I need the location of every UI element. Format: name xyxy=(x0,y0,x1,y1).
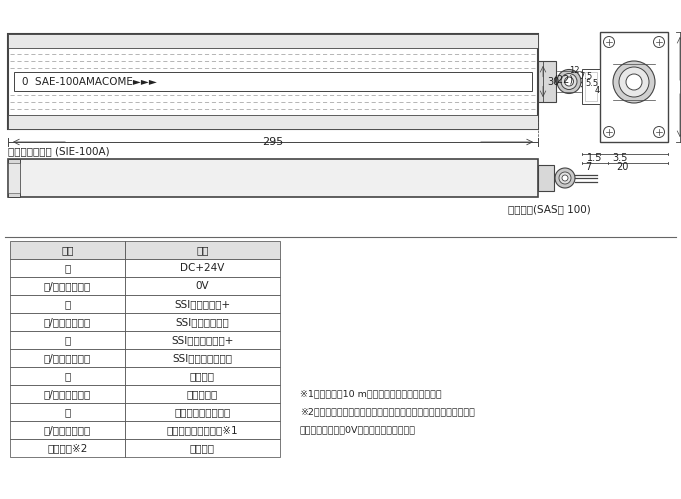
Text: SSIデータ出力+: SSIデータ出力+ xyxy=(174,299,231,309)
Bar xyxy=(125,421,280,439)
Text: 内容: 内容 xyxy=(196,245,209,255)
Circle shape xyxy=(626,74,642,90)
Circle shape xyxy=(603,36,614,47)
Text: 4: 4 xyxy=(595,85,600,94)
Circle shape xyxy=(557,69,581,93)
Text: 黒/白ストライプ: 黒/白ストライプ xyxy=(44,281,91,291)
Bar xyxy=(10,367,125,385)
Text: 緑: 緑 xyxy=(65,335,71,345)
Bar xyxy=(8,159,538,197)
Text: 茶: 茶 xyxy=(65,407,71,417)
Bar xyxy=(538,165,554,191)
Text: 1.5: 1.5 xyxy=(587,153,603,163)
Text: 0V: 0V xyxy=(195,281,209,291)
Text: SSIデータ出カー: SSIデータ出カー xyxy=(176,317,229,327)
Text: コード読取警告出力: コード読取警告出力 xyxy=(174,407,231,417)
Text: 茶/白ストライプ: 茶/白ストライプ xyxy=(44,425,91,435)
Text: スケール(SAS－ 100): スケール(SAS－ 100) xyxy=(508,204,590,214)
Bar xyxy=(8,34,538,48)
Text: 3.5: 3.5 xyxy=(612,153,628,163)
Text: シールド: シールド xyxy=(190,443,215,453)
Text: 赤/白ストライプ: 赤/白ストライプ xyxy=(44,317,91,327)
Bar xyxy=(8,163,20,193)
Text: 制御機器側で0Vに接続してください。: 制御機器側で0Vに接続してください。 xyxy=(300,426,416,435)
Bar xyxy=(125,331,280,349)
Bar xyxy=(14,72,532,91)
Bar xyxy=(8,34,538,129)
Bar xyxy=(125,385,280,403)
Circle shape xyxy=(14,78,22,85)
Bar xyxy=(8,115,538,129)
Text: ※2：シールド線は内部回路及びケースには接続されていません。: ※2：シールド線は内部回路及びケースには接続されていません。 xyxy=(300,408,475,417)
Bar xyxy=(10,421,125,439)
Text: 警告出力: 警告出力 xyxy=(190,371,215,381)
Bar xyxy=(10,349,125,367)
Text: 緑/白ストライプ: 緑/白ストライプ xyxy=(44,353,91,363)
Bar xyxy=(10,331,125,349)
Text: 黄/白ストライプ: 黄/白ストライプ xyxy=(44,389,91,399)
Text: シールド※2: シールド※2 xyxy=(47,443,88,453)
Text: スケールヘッド (SIE-100A): スケールヘッド (SIE-100A) xyxy=(8,146,110,156)
Circle shape xyxy=(654,127,665,138)
Bar xyxy=(125,313,280,331)
Bar xyxy=(600,32,668,142)
Text: エラー出力: エラー出力 xyxy=(187,389,218,399)
Text: 20: 20 xyxy=(616,162,628,172)
Bar xyxy=(125,349,280,367)
Bar xyxy=(10,385,125,403)
Bar xyxy=(8,159,20,197)
Bar xyxy=(10,403,125,421)
Text: 7.5: 7.5 xyxy=(580,71,592,80)
Bar xyxy=(10,313,125,331)
Bar xyxy=(10,277,125,295)
Text: 0  SAE-100AMACOME►►►: 0 SAE-100AMACOME►►► xyxy=(22,76,157,86)
Circle shape xyxy=(565,77,573,86)
Bar xyxy=(10,259,125,277)
Text: SSIクロック入カー: SSIクロック入カー xyxy=(172,353,232,363)
Circle shape xyxy=(603,127,614,138)
Text: 赤: 赤 xyxy=(65,299,71,309)
Bar xyxy=(10,439,125,457)
Bar xyxy=(10,241,125,259)
Bar xyxy=(582,69,600,104)
Circle shape xyxy=(619,67,649,97)
Text: 295: 295 xyxy=(262,137,283,147)
Text: アナログデータ出力※1: アナログデータ出力※1 xyxy=(167,425,238,435)
Bar xyxy=(125,295,280,313)
Text: 黒: 黒 xyxy=(65,263,71,273)
Text: 黄: 黄 xyxy=(65,371,71,381)
Circle shape xyxy=(559,172,571,184)
Text: SSIクロック入力+: SSIクロック入力+ xyxy=(172,335,234,345)
Bar xyxy=(585,72,597,101)
Bar xyxy=(125,277,280,295)
Circle shape xyxy=(561,73,577,89)
Bar xyxy=(125,403,280,421)
Bar xyxy=(125,241,280,259)
Text: (22): (22) xyxy=(553,74,573,84)
Bar xyxy=(538,61,556,102)
Bar xyxy=(10,295,125,313)
Bar xyxy=(125,259,280,277)
Circle shape xyxy=(613,61,655,103)
Bar xyxy=(125,439,280,457)
Circle shape xyxy=(562,175,568,181)
Text: DC+24V: DC+24V xyxy=(180,263,225,273)
Text: ※1：コード長10 m以上の場合使用できません。: ※1：コード長10 m以上の場合使用できません。 xyxy=(300,390,441,399)
Text: 線色: 線色 xyxy=(61,245,74,255)
Circle shape xyxy=(555,168,575,188)
Text: 7: 7 xyxy=(585,162,591,172)
Bar xyxy=(125,367,280,385)
Text: 12: 12 xyxy=(569,65,580,74)
Text: 30: 30 xyxy=(547,76,559,86)
Circle shape xyxy=(654,36,665,47)
Text: 5.5: 5.5 xyxy=(586,78,599,87)
